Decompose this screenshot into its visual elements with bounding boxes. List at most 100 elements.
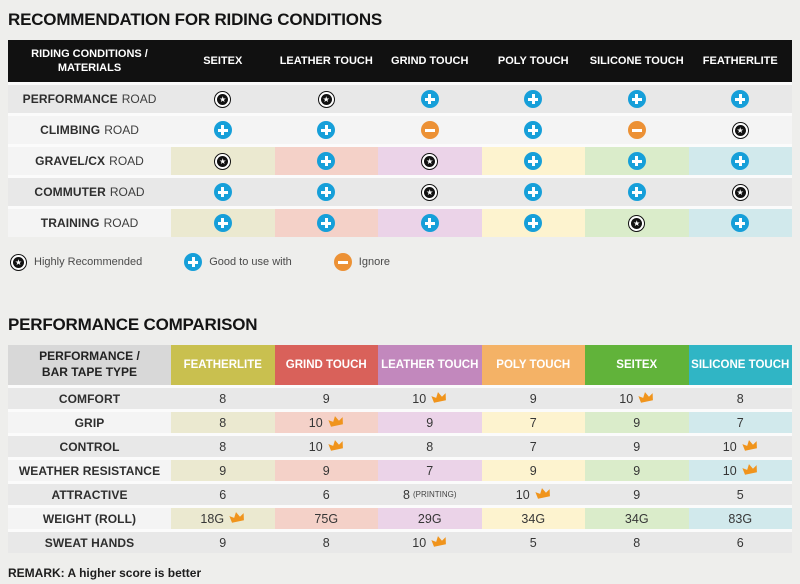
score-cell: 9 [481, 460, 585, 481]
rating-cell: ★ [585, 209, 689, 237]
crown-icon [229, 511, 244, 523]
score-cell: 10 [378, 532, 482, 553]
row-label: WEIGHT (ROLL) [8, 508, 171, 529]
score-cell: 7 [378, 460, 482, 481]
plus-icon [627, 152, 646, 170]
plus-icon [317, 183, 336, 201]
score-cell: 9 [585, 484, 689, 505]
rating-cell: ★ [378, 178, 482, 206]
plus-icon [524, 214, 543, 232]
performance-table-header: PERFORMANCE / BAR TAPE TYPE FEATHERLITE G… [8, 345, 792, 385]
score-cell: 75G [274, 508, 378, 529]
legend-label: Highly Recommended [34, 256, 143, 268]
score-cell: 8 [171, 388, 275, 409]
score-cell: 9 [585, 436, 689, 457]
row-label: COMMUTER ROAD [8, 178, 171, 206]
plus-icon [317, 121, 336, 139]
rating-cell [378, 85, 482, 113]
score-cell: 10 [274, 436, 378, 457]
rating-cell [585, 85, 689, 113]
crown-icon [431, 391, 447, 403]
score-cell: 7 [481, 436, 585, 457]
performance-row: CONTROL 8 10 8 7 9 10 [8, 436, 792, 457]
score-cell: 9 [585, 460, 689, 481]
col-header-featherlite: FEATHERLITE [702, 54, 778, 67]
rating-cell [274, 116, 378, 144]
minus-icon [420, 121, 439, 139]
rating-cell [585, 147, 689, 175]
section2-title: PERFORMANCE COMPARISON [8, 315, 258, 334]
riding-row: CLIMBING ROAD ★ [8, 116, 792, 144]
star-icon: ★ [421, 152, 439, 170]
row-label: GRIP [8, 412, 171, 433]
score-cell: 8 [378, 436, 482, 457]
plus-icon [731, 152, 750, 170]
score-cell: 8 [274, 532, 378, 553]
score-cell: 7 [481, 412, 585, 433]
col-header-poly-touch: POLY TOUCH [497, 54, 569, 67]
plus-icon [731, 214, 750, 232]
plus-icon [524, 183, 543, 201]
score-cell: 10 [688, 460, 792, 481]
star-icon: ★ [214, 152, 232, 170]
score-cell: 8 [688, 388, 792, 409]
score-cell: 29G [378, 508, 482, 529]
legend-item-ignore: Ignore [333, 253, 390, 271]
rating-cell [274, 178, 378, 206]
row-label: COMFORT [8, 388, 171, 409]
score-cell: 10 [585, 388, 689, 409]
corner-header: RIDING CONDITIONS / MATERIALS [31, 47, 148, 74]
rating-cell [481, 147, 585, 175]
rating-cell: ★ [688, 116, 792, 144]
col-header-silicone-touch: SILICONE TOUCH [688, 345, 792, 385]
rating-cell [688, 209, 792, 237]
remark: REMARK: A higher score is better [8, 566, 202, 580]
score-cell: 9 [378, 412, 482, 433]
score-cell: 8 [585, 532, 689, 553]
rating-cell [378, 209, 482, 237]
rating-cell [481, 116, 585, 144]
score-cell: 10 [481, 484, 585, 505]
rating-cell: ★ [274, 85, 378, 113]
performance-row: COMFORT 8 9 10 9 10 8 [8, 388, 792, 409]
crown-icon [328, 439, 343, 451]
col-header-leather-touch: LEATHER TOUCH [279, 54, 373, 67]
score-cell: 10 [688, 436, 792, 457]
row-label: CLIMBING ROAD [8, 116, 171, 144]
legend-label: Good to use with [209, 256, 292, 268]
score-cell: 9 [274, 460, 378, 481]
plus-icon [213, 183, 232, 201]
rating-cell [171, 209, 275, 237]
legend-item-highly-recommended: ★ Highly Recommended [10, 253, 143, 271]
legend-item-good-to-use-with: Good to use with [184, 253, 292, 271]
col-header-grind-touch: GRIND TOUCH [391, 54, 469, 67]
rating-cell [585, 178, 689, 206]
score-cell: 8 [171, 436, 275, 457]
score-cell: 18G [171, 508, 275, 529]
riding-row: PERFORMANCE ROAD ★ ★ [8, 85, 792, 113]
rating-cell: ★ [378, 147, 482, 175]
rating-cell: ★ [171, 85, 275, 113]
crown-icon [328, 415, 343, 427]
legend-label: Ignore [358, 256, 390, 268]
riding-table-header: RIDING CONDITIONS / MATERIALS SEITEX LEAT… [8, 40, 792, 82]
legend: ★ Highly Recommended Good to use with Ig… [10, 253, 792, 271]
row-label: CONTROL [8, 436, 171, 457]
performance-row: WEIGHT (ROLL) 18G 75G 29G 34G 34G 83G [8, 508, 792, 529]
plus-icon [317, 214, 336, 232]
star-icon: ★ [317, 90, 335, 108]
col-header-seitex: SEITEX [203, 54, 243, 67]
performance-row: ATTRACTIVE 6 6 8 (PRINTING) 10 9 5 [8, 484, 792, 505]
riding-row: TRAINING ROAD ★ [8, 209, 792, 237]
score-cell: 9 [274, 388, 378, 409]
rating-cell: ★ [171, 147, 275, 175]
score-cell: 7 [688, 412, 792, 433]
score-cell: 9 [585, 412, 689, 433]
score-cell: 8 (PRINTING) [378, 484, 482, 505]
score-cell: 6 [274, 484, 378, 505]
col-header-poly-touch: POLY TOUCH [481, 345, 585, 385]
col-header-silicone-touch: SILICONE TOUCH [589, 54, 684, 67]
row-label: GRAVEL/CX ROAD [8, 147, 171, 175]
corner-header: PERFORMANCE / BAR TAPE TYPE [8, 345, 171, 385]
performance-row: SWEAT HANDS 9 8 10 5 8 6 [8, 532, 792, 553]
